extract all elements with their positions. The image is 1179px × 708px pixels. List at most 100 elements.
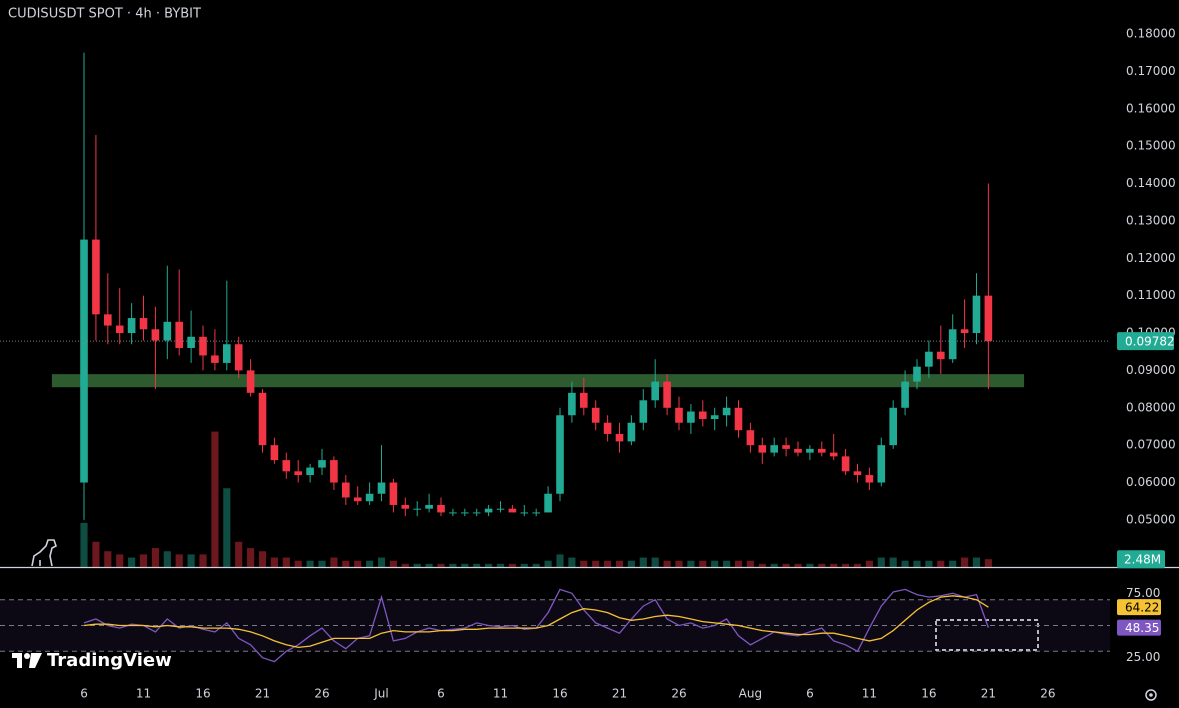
volume-bar — [687, 560, 695, 567]
candle-body — [544, 493, 552, 513]
candle-body — [960, 329, 969, 334]
candle-body — [294, 471, 303, 476]
candle-body — [437, 504, 445, 513]
candle-body — [639, 400, 648, 423]
candle-body — [80, 239, 88, 483]
candle-body — [139, 318, 148, 330]
volume-bar — [366, 560, 374, 567]
candle-body — [722, 407, 731, 416]
volume-bar — [354, 560, 362, 567]
x-tick-label: Aug — [739, 687, 762, 701]
volume-bar — [318, 560, 326, 567]
volume-bar — [568, 557, 576, 567]
volume-bar — [151, 548, 159, 567]
y-tick-label: 0.12000 — [1126, 251, 1176, 265]
volume-bar — [770, 563, 778, 567]
volume-bar — [961, 557, 969, 567]
y-tick-label: 0.07000 — [1126, 438, 1176, 452]
x-tick-label: 11 — [136, 687, 151, 701]
last-price-label: 0.09782 — [1125, 335, 1175, 349]
candle-body — [734, 407, 743, 431]
volume-bar — [258, 551, 267, 567]
price-zone — [51, 374, 1025, 388]
settings-button[interactable] — [1145, 689, 1157, 701]
candle-body — [651, 381, 660, 401]
drawing-rect[interactable] — [935, 619, 1039, 651]
rsi-value-label: 48.35 — [1125, 621, 1159, 635]
volume-bar — [592, 560, 600, 567]
volume-bar — [187, 554, 195, 567]
rsi-value-box — [1117, 599, 1161, 616]
x-tick-label: 26 — [1040, 687, 1055, 701]
dino-icon[interactable] — [31, 539, 57, 567]
candle-body — [556, 415, 564, 494]
candle-body — [389, 482, 398, 505]
volume-bar — [80, 522, 88, 567]
volume-bar — [675, 560, 683, 567]
volume-bar — [282, 557, 290, 567]
candle-body — [449, 512, 457, 514]
candle-body — [568, 392, 576, 416]
volume-bar — [199, 554, 207, 567]
candle-body — [615, 433, 624, 442]
volume-bar — [782, 563, 790, 567]
candle-body — [829, 452, 838, 457]
candle-body — [365, 493, 374, 502]
rsi-line — [83, 595, 989, 649]
candle-body — [758, 445, 767, 453]
y-tick-label: 0.11000 — [1126, 288, 1176, 302]
logo: TradingView — [12, 650, 172, 671]
candle-body — [187, 336, 195, 348]
x-tick-label: 26 — [671, 687, 686, 701]
volume-bar — [211, 431, 219, 567]
x-tick-label: 11 — [862, 687, 877, 701]
symbol-title: CUDISUSDT SPOT · 4h · BYBIT — [8, 7, 201, 22]
candle-body — [175, 321, 184, 348]
candle-body — [127, 318, 136, 334]
volume-bar — [651, 557, 659, 567]
candle-body — [508, 508, 517, 513]
y-tick-label: 0.08000 — [1126, 400, 1176, 414]
candle-body — [163, 321, 172, 341]
y-tick-label: 75.00 — [1126, 586, 1160, 600]
y-tick-label: 0.13000 — [1126, 213, 1176, 227]
x-tick-label: 21 — [981, 687, 996, 701]
volume-bar — [294, 560, 302, 567]
volume-bar — [972, 557, 981, 567]
volume-bar — [984, 559, 992, 567]
x-tick-label: 6 — [437, 687, 445, 701]
candle-body — [972, 295, 981, 334]
candle-body — [401, 504, 410, 509]
candle-body — [794, 448, 802, 453]
candle-body — [901, 381, 909, 408]
candle-body — [211, 355, 219, 363]
y-tick-label: 0.09000 — [1126, 363, 1176, 377]
rsi-value-box — [1117, 619, 1161, 636]
volume-bar — [604, 560, 612, 567]
volume-bar — [175, 554, 183, 567]
volume-bar — [889, 557, 897, 567]
volume-bar — [389, 560, 397, 567]
volume-bar — [937, 560, 945, 567]
candle-body — [282, 460, 291, 472]
candle-body — [591, 407, 600, 423]
candle-body — [710, 415, 719, 419]
volume-bar — [425, 563, 433, 567]
candle-body — [353, 497, 362, 502]
x-tick-label: 6 — [806, 687, 814, 701]
candle-body — [425, 504, 433, 509]
volume-bar — [806, 563, 814, 567]
candle-body — [865, 475, 874, 483]
volume-bar — [139, 554, 148, 567]
candle-body — [115, 325, 124, 334]
volume-bar — [746, 560, 754, 567]
candle-body — [806, 448, 814, 453]
candle-body — [603, 422, 612, 434]
x-tick-label: 16 — [921, 687, 936, 701]
candle-body — [936, 351, 945, 360]
volume-bar — [627, 560, 635, 567]
candle-body — [234, 344, 243, 371]
candle-body — [318, 460, 326, 468]
